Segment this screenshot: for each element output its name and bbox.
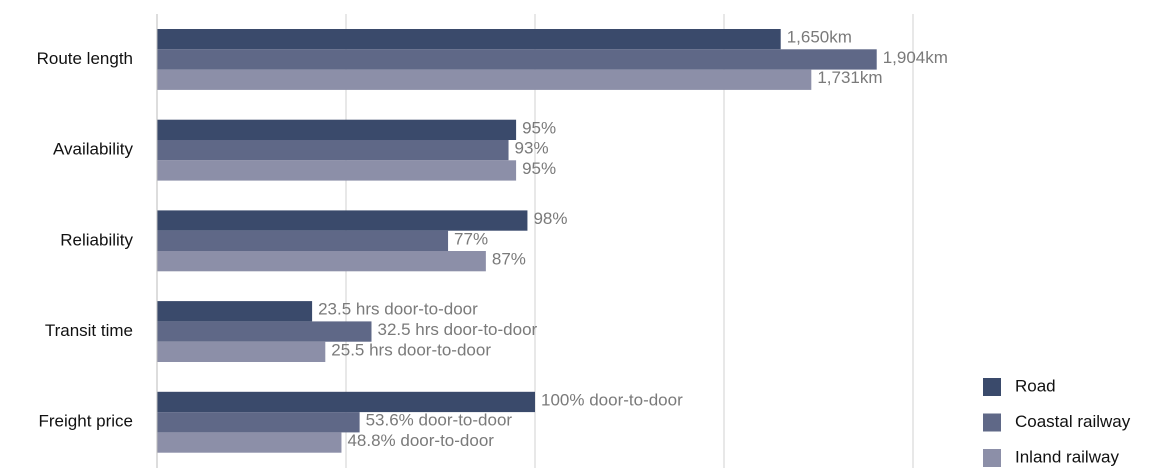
bar [157,412,360,433]
bar [157,49,877,70]
value-label: 1,731km [817,68,882,87]
value-label: 23.5 hrs door-to-door [318,300,478,319]
value-label: 1,650km [787,28,852,47]
bar [157,140,509,161]
value-label: 98% [533,209,567,228]
legend-swatch [983,413,1001,432]
bar [157,341,326,362]
value-label: 25.5 hrs door-to-door [331,340,491,359]
value-label: 95% [522,118,556,137]
value-label: 95% [522,159,556,178]
bar [157,210,528,231]
bar [157,160,517,181]
value-label: 87% [492,250,526,269]
bar [157,69,812,90]
value-label: 53.6% door-to-door [366,411,513,430]
bar [157,29,781,50]
bar [157,321,372,342]
value-label: 48.8% door-to-door [347,431,494,450]
legend-swatch [983,449,1001,467]
value-label: 32.5 hrs door-to-door [378,320,538,339]
bar [157,230,449,251]
legend-swatch [983,378,1001,396]
legend-label: Road [1015,376,1056,395]
bar [157,251,486,272]
bar [157,119,517,140]
legend-label: Coastal railway [1015,412,1131,431]
bar [157,432,342,453]
category-label: Availability [53,140,134,159]
category-label: Reliability [60,230,133,249]
value-label: 77% [454,229,488,248]
bar [157,301,313,322]
value-label: 1,904km [883,48,948,67]
legend-label: Inland railway [1015,447,1119,466]
category-label: Route length [37,49,133,68]
value-label: 93% [515,139,549,158]
bar [157,391,535,413]
value-label: 100% door-to-door [541,390,683,409]
category-label: Transit time [45,321,133,340]
category-label: Freight price [39,412,133,431]
